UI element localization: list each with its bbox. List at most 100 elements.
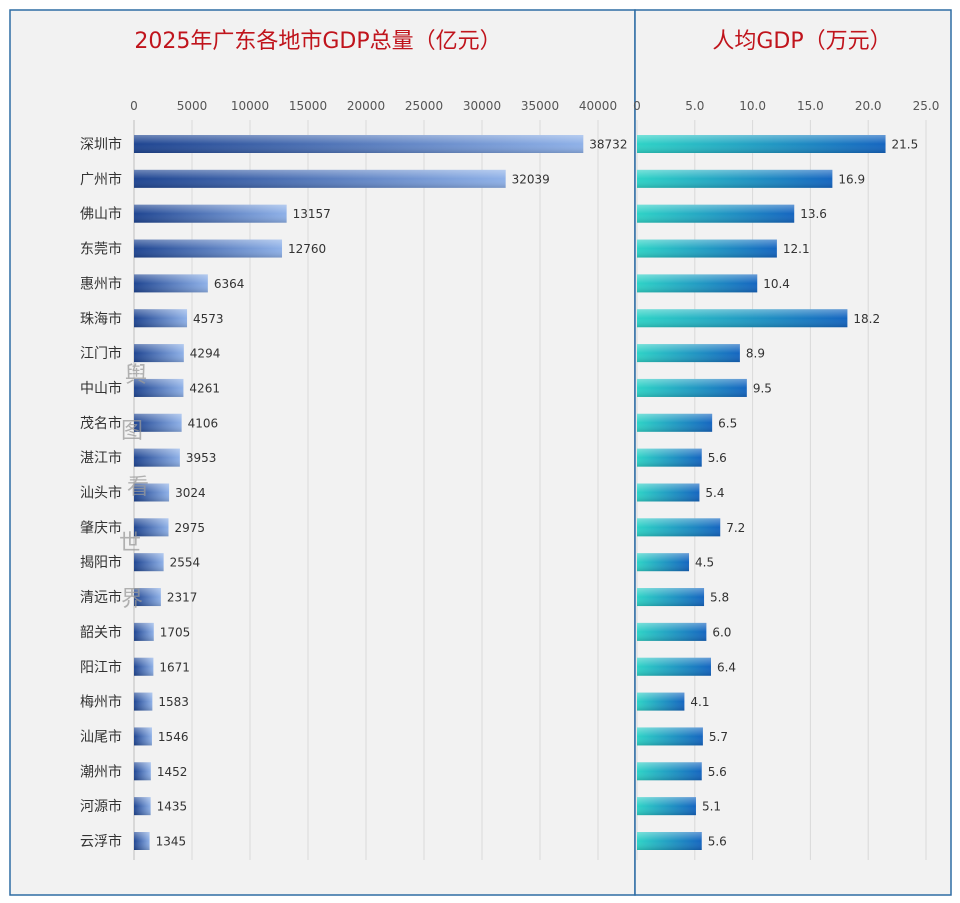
- left-x-tick-label: 20000: [347, 99, 385, 113]
- right-bar-shade: [637, 309, 848, 328]
- left-bar-shade: [134, 483, 170, 502]
- right-bar-shade: [637, 622, 707, 641]
- right-bar-shade: [637, 135, 886, 153]
- left-value-labels: 38732 32039 13157 12760 6364 4573 4294 4261 4106…: [156, 138, 628, 849]
- left-bar-shade: [134, 378, 184, 397]
- right-bar-shade: [637, 204, 795, 223]
- right-value-label: 5.7: [709, 730, 728, 744]
- category-labels: 深圳市广州市佛山市东莞市惠州市珠海市江门市中山市茂名市湛江市汕头市肇庆市揭阳市清…: [80, 136, 122, 850]
- right-value-label: 13.6: [800, 207, 827, 221]
- watermark-char: 世: [119, 531, 141, 556]
- right-value-labels: 21.5 16.9 13.6 12.1 10.4 18.2 8.9 9.5 6.5 5.6 5.4 7…: [690, 138, 918, 849]
- right-value-label: 9.5: [753, 381, 772, 395]
- left-value-label: 4294: [190, 347, 221, 361]
- left-bar-shade: [134, 309, 188, 328]
- left-bar-shade: [134, 448, 180, 467]
- left-bar-shade: [134, 274, 208, 293]
- right-bar-shade: [637, 483, 700, 502]
- right-value-label: 16.9: [838, 172, 865, 186]
- left-bar-shade: [134, 413, 182, 432]
- right-x-tick-label: 15.0: [797, 99, 824, 113]
- right-bars: [637, 135, 886, 850]
- right-bar-shade: [637, 413, 713, 432]
- right-bar-shade: [637, 448, 702, 467]
- left-x-tick-label: 5000: [177, 99, 208, 113]
- right-x-tick-label: 10.0: [739, 99, 766, 113]
- category-label: 清远市: [80, 589, 122, 606]
- category-label: 广州市: [80, 171, 122, 188]
- left-value-label: 4261: [189, 381, 220, 395]
- left-bar-shade: [134, 692, 153, 711]
- category-label: 云浮市: [80, 833, 122, 850]
- right-bar-shade: [637, 378, 747, 397]
- category-label: 湛江市: [80, 450, 122, 467]
- right-x-tick-labels: 0 5.0 10.0 15.0 20.0 25.0: [633, 99, 939, 113]
- left-value-label: 13157: [293, 207, 331, 221]
- watermark-char: 看: [127, 475, 149, 500]
- right-value-label: 7.2: [726, 521, 745, 535]
- left-bar-shade: [134, 588, 161, 607]
- right-value-label: 12.1: [783, 242, 810, 256]
- left-bar-shade: [134, 797, 151, 816]
- category-label: 韶关市: [80, 624, 122, 641]
- right-value-label: 6.4: [717, 660, 736, 674]
- left-x-tick-label: 10000: [231, 99, 269, 113]
- category-label: 茂名市: [80, 415, 122, 432]
- left-bar-shade: [134, 657, 154, 676]
- left-value-label: 1452: [157, 765, 188, 779]
- left-bar-shade: [134, 622, 154, 641]
- right-value-label: 5.6: [708, 451, 727, 465]
- right-bar-shade: [637, 239, 777, 258]
- category-label: 惠州市: [80, 275, 122, 292]
- right-value-label: 18.2: [853, 312, 880, 326]
- category-label: 中山市: [80, 380, 122, 397]
- left-bars: [134, 135, 584, 850]
- left-x-tick-label: 25000: [405, 99, 443, 113]
- right-value-label: 8.9: [746, 347, 765, 361]
- right-x-tick-label: 20.0: [855, 99, 882, 113]
- left-x-tick-label: 15000: [289, 99, 327, 113]
- right-bar-shade: [637, 274, 758, 293]
- category-label: 珠海市: [80, 310, 122, 327]
- category-label: 梅州市: [80, 694, 122, 711]
- right-value-label: 21.5: [892, 138, 919, 152]
- category-label: 东莞市: [80, 241, 122, 258]
- category-label: 深圳市: [80, 136, 122, 153]
- left-value-label: 4106: [188, 416, 219, 430]
- left-value-label: 1705: [160, 625, 191, 639]
- watermark-char: 界: [121, 587, 143, 612]
- left-bar-shade: [134, 169, 506, 188]
- right-bar-shade: [637, 344, 740, 363]
- right-bar-shade: [637, 657, 711, 676]
- category-label: 潮州市: [80, 763, 122, 780]
- right-x-tick-label: 5.0: [685, 99, 704, 113]
- left-value-label: 2317: [167, 591, 198, 605]
- left-value-label: 38732: [589, 138, 627, 152]
- right-bar-shade: [637, 169, 833, 188]
- category-label: 佛山市: [80, 206, 122, 223]
- left-bar-shade: [134, 518, 169, 537]
- left-value-label: 2554: [170, 556, 201, 570]
- left-bar-shade: [134, 553, 164, 572]
- left-chart-title: 2025年广东各地市GDP总量（亿元）: [134, 29, 501, 54]
- right-x-tick-label: 25.0: [913, 99, 940, 113]
- left-bar-shade: [134, 832, 150, 850]
- right-value-label: 5.6: [708, 835, 727, 849]
- left-bar-shade: [134, 727, 152, 746]
- right-value-label: 4.5: [695, 556, 714, 570]
- left-value-label: 12760: [288, 242, 326, 256]
- right-x-tick-label: 0: [633, 99, 641, 113]
- category-label: 汕尾市: [80, 728, 122, 745]
- left-value-label: 3024: [175, 486, 206, 500]
- watermark-char: 舆: [125, 363, 147, 388]
- right-value-label: 6.5: [718, 416, 737, 430]
- left-x-tick-label: 40000: [579, 99, 617, 113]
- left-value-label: 1671: [159, 660, 190, 674]
- right-value-label: 4.1: [690, 695, 709, 709]
- category-label: 肇庆市: [80, 519, 122, 536]
- right-bar-shade: [637, 518, 721, 537]
- watermark-char: 图: [121, 419, 143, 444]
- left-x-tick-label: 35000: [521, 99, 559, 113]
